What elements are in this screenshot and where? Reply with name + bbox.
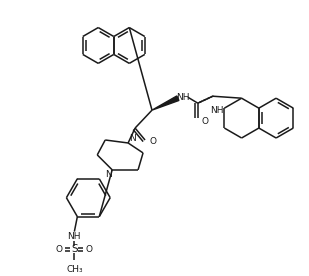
Text: N: N (105, 170, 112, 179)
Text: NH: NH (68, 232, 81, 241)
Text: S: S (71, 245, 78, 254)
Text: O: O (150, 137, 156, 147)
Text: O: O (56, 245, 63, 254)
Text: O: O (86, 245, 93, 254)
Polygon shape (152, 96, 179, 110)
Text: CH₃: CH₃ (66, 265, 83, 274)
Text: O: O (201, 116, 208, 126)
Text: NH: NH (210, 106, 223, 115)
Text: N: N (129, 134, 135, 144)
Text: NH: NH (176, 93, 190, 102)
